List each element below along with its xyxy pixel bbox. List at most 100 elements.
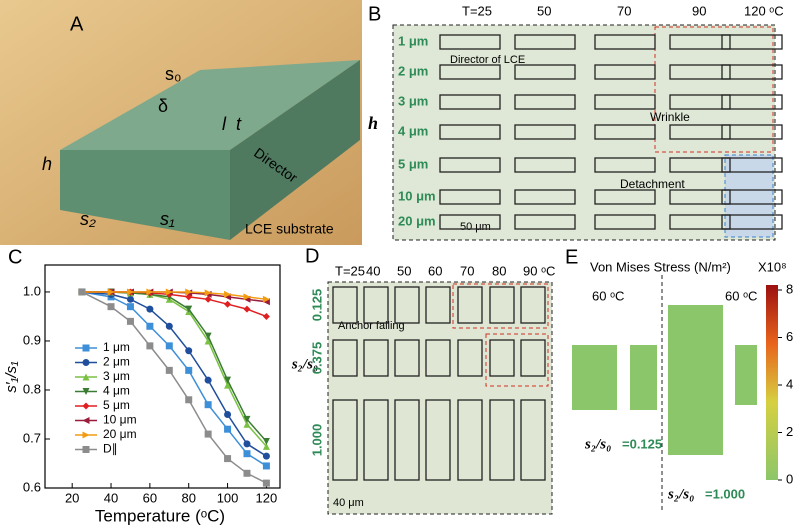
colorbar-tick-label: 2: [786, 424, 793, 439]
panel-letter: B: [368, 3, 381, 25]
marker: [204, 289, 212, 297]
marker: [146, 288, 154, 296]
specimen: [668, 305, 723, 455]
specimen: [572, 345, 617, 410]
row-label: 20 μm: [398, 213, 436, 228]
legend-label: 2 μm: [103, 355, 130, 369]
cell: [425, 286, 451, 324]
cell: [721, 94, 783, 110]
label: 40 μm: [333, 497, 364, 509]
row-label: 3 μm: [398, 93, 428, 108]
label: X10⁸: [758, 259, 787, 274]
y-tick-label: 0.7: [23, 430, 41, 445]
marker: [204, 295, 212, 303]
cell: [439, 94, 501, 110]
marker: [82, 446, 90, 453]
label: t: [236, 114, 242, 134]
marker: [107, 288, 115, 296]
panel-letter: D: [305, 245, 319, 267]
row-label: 5 μm: [398, 156, 428, 171]
cell: [514, 124, 576, 140]
cell: [457, 399, 483, 481]
cell: [489, 286, 515, 324]
marker: [126, 317, 134, 325]
marker: [82, 373, 90, 381]
cell: [457, 286, 483, 324]
marker: [165, 322, 173, 330]
legend-label: 4 μm: [103, 384, 130, 398]
marker: [262, 295, 270, 303]
marker: [262, 312, 270, 320]
label: LCE substrate: [245, 221, 334, 237]
cell: [721, 124, 783, 140]
panel-e: E Von Mises Stress (N/m²) X10⁸ 60 ᵒC 60 …: [565, 246, 787, 510]
row-label: 10 μm: [398, 188, 436, 203]
column-label: T=25: [462, 3, 492, 18]
cell: [721, 34, 783, 50]
marker: [204, 430, 212, 438]
label: l: [222, 114, 227, 134]
cell: [594, 214, 656, 230]
cell: [669, 94, 731, 110]
cell: [439, 34, 501, 50]
label: δ: [158, 96, 168, 116]
cell: [439, 214, 501, 230]
marker: [126, 303, 134, 311]
marker: [243, 469, 251, 477]
cell: [669, 124, 731, 140]
x-tick-label: 60: [143, 490, 157, 505]
cell: [721, 157, 783, 173]
marker: [165, 366, 173, 374]
legend-label: 20 μm: [103, 427, 137, 441]
label: s₀: [165, 64, 181, 84]
cell: [520, 399, 546, 481]
label: s₂/s₀: [584, 436, 611, 452]
marker: [165, 288, 173, 296]
cell: [489, 339, 515, 377]
block-top: [60, 60, 360, 150]
label: =1.000: [705, 486, 745, 501]
marker: [243, 415, 251, 423]
marker: [185, 288, 193, 296]
cell: [514, 34, 576, 50]
marker: [243, 440, 251, 448]
cell: [669, 34, 731, 50]
legend-label: 10 μm: [103, 413, 137, 427]
x-tick-label: 100: [217, 490, 239, 505]
label: Director of LCE: [450, 54, 525, 66]
cell: [514, 64, 576, 80]
cell: [439, 124, 501, 140]
marker: [146, 305, 154, 313]
x-tick-label: 80: [181, 490, 195, 505]
x-tick-label: 120: [256, 490, 278, 505]
y-tick-label: 0.8: [23, 381, 41, 396]
cell: [520, 286, 546, 324]
marker: [224, 376, 232, 384]
cell: [514, 189, 576, 205]
cell: [514, 157, 576, 173]
column-label: 60: [428, 263, 442, 278]
cell: [363, 339, 389, 377]
colorbar-tick-label: 0: [786, 471, 793, 486]
column-label: 80: [492, 263, 506, 278]
label: =0.125: [622, 436, 662, 451]
cell: [439, 157, 501, 173]
cell: [439, 189, 501, 205]
panel-letter: E: [565, 246, 578, 268]
marker: [82, 359, 90, 366]
marker: [243, 293, 251, 301]
marker: [185, 366, 193, 374]
cell: [394, 286, 420, 324]
marker: [82, 431, 90, 439]
cell: [394, 399, 420, 481]
block-side: [230, 60, 360, 240]
panel-letter: A: [70, 13, 84, 35]
row-label: 1.000: [309, 424, 324, 457]
label: 50 μm: [460, 221, 491, 233]
cell: [425, 339, 451, 377]
label: s₂/s₀: [291, 356, 318, 372]
column-label: 70: [617, 3, 631, 18]
cell: [520, 339, 546, 377]
panel-c: C Temperature (ᵒC) s′₁/s₁: [3, 246, 225, 525]
marker: [224, 455, 232, 463]
